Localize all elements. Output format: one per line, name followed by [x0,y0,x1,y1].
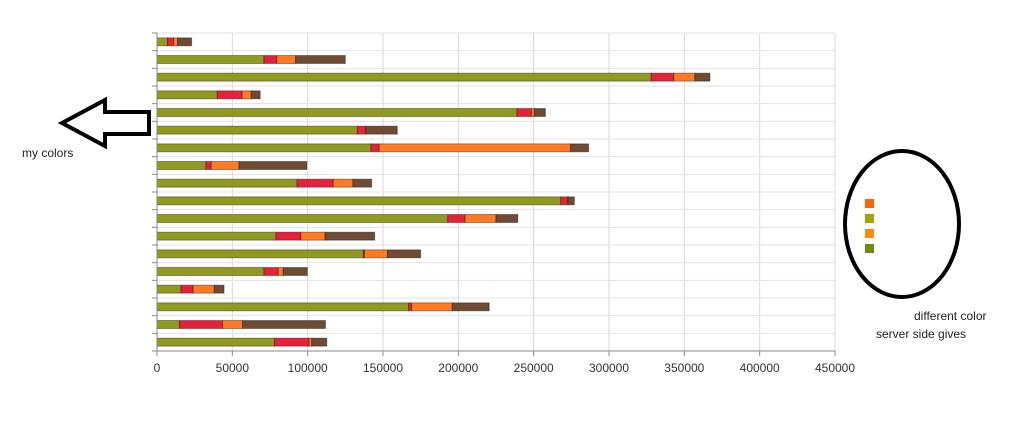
bar-segment-series-4 [295,55,346,64]
bar-segment-series-1 [156,337,276,347]
bar-segment-series-4 [238,161,308,170]
bar-segment-series-3 [222,320,244,329]
bar-segment-series-1 [156,214,449,223]
bar-segment-series-4 [387,249,422,259]
legend-swatch [865,214,874,223]
bar-segment-series-1 [156,178,298,188]
x-tick-label: 100000 [288,361,328,375]
bar-segment-series-3 [300,231,326,241]
bar-segment-series-4 [365,125,398,135]
bar-segment-series-3 [210,161,240,170]
bar-segment-series-2 [205,161,212,170]
bar-segment-series-2 [296,178,334,188]
bar-segment-series-2 [356,125,367,135]
bar-segment-series-3 [378,143,572,153]
bar-segment-series-3 [241,90,252,100]
bar-segment-series-4 [694,72,711,82]
bar-segment-series-1 [156,302,410,312]
bar-segment-series-1 [156,55,265,64]
bar-segment-series-4 [352,178,373,188]
bar-segment-series-4 [311,337,328,347]
x-tick-label: 200000 [438,361,478,375]
bar-segment-series-4 [451,302,490,312]
grid [157,32,836,352]
different-color-label: different color [914,309,987,323]
x-tick-label: 350000 [664,361,704,375]
bar-segment-series-1 [156,37,169,47]
bars [156,37,711,347]
bar-segment-series-2 [263,267,279,276]
bar-segment-series-2 [274,337,310,347]
bar-segment-series-4 [533,108,546,117]
bar-segment-series-3 [276,55,297,64]
legend-swatch [865,229,874,238]
bar-segment-series-1 [156,108,518,117]
bar-segment-series-3 [411,302,453,312]
legend-swatch [865,199,874,208]
bar-segment-series-1 [156,249,364,259]
x-tick-label: 150000 [363,361,403,375]
bar-segment-series-3 [464,214,497,223]
axes: 0 50000 100000 150000 200000 250000 300000 3500… [152,32,855,375]
bar-segment-series-2 [516,108,532,117]
ellipse-annotation [843,149,961,299]
bar-segment-series-1 [156,143,372,153]
bar-segment-series-2 [263,55,278,64]
x-tick-label: 300000 [589,361,629,375]
bar-segment-series-1 [156,72,652,82]
left-arrow-annotation [57,96,151,150]
bar-segment-series-4 [242,320,326,329]
bar-segment-series-2 [275,231,302,241]
x-tick-label: 250000 [514,361,554,375]
bar-segment-series-4 [570,143,590,153]
bar-segment-series-1 [156,320,181,329]
legend-swatch [865,244,874,253]
bar-segment-series-3 [277,267,284,276]
bar-segment-series-1 [156,231,277,241]
bar-segment-series-4 [495,214,519,223]
bar-segment-series-2 [447,214,466,223]
bar-segment-series-1 [156,196,562,206]
bar-segment-series-1 [156,161,207,170]
bar-segment-series-4 [324,231,376,241]
bar-segment-series-4 [213,284,225,294]
bar-segment-series-1 [156,90,218,100]
bar-segment-series-2 [650,72,675,82]
bar-segment-series-3 [673,72,696,82]
bar-segment-series-2 [167,37,175,47]
bar-segment-series-2 [560,196,569,206]
bar-segment-series-3 [332,178,354,188]
bar-segment-series-3 [173,37,179,47]
bar-segment-series-1 [156,125,358,135]
bar-segment-series-4 [282,267,308,276]
bar-segment-series-1 [156,267,265,276]
bar-segment-series-1 [156,284,182,294]
x-tick-label: 50000 [216,361,250,375]
bar-segment-series-2 [216,90,243,100]
bar-segment-series-3 [363,249,389,259]
server-side-label: server side gives [876,327,967,341]
x-tick-label: 450000 [815,361,855,375]
bar-segment-series-2 [370,143,380,153]
bar-segment-series-2 [180,284,194,294]
my-colors-label: my colors [22,146,74,160]
bar-segment-series-3 [192,284,215,294]
bar-segment-series-2 [179,320,224,329]
x-tick-label: 400000 [740,361,780,375]
bar-segment-series-4 [567,196,575,206]
bar-segment-series-4 [177,37,193,47]
legend [865,199,874,253]
x-tick-label: 0 [154,361,161,375]
bar-segment-series-4 [250,90,261,100]
